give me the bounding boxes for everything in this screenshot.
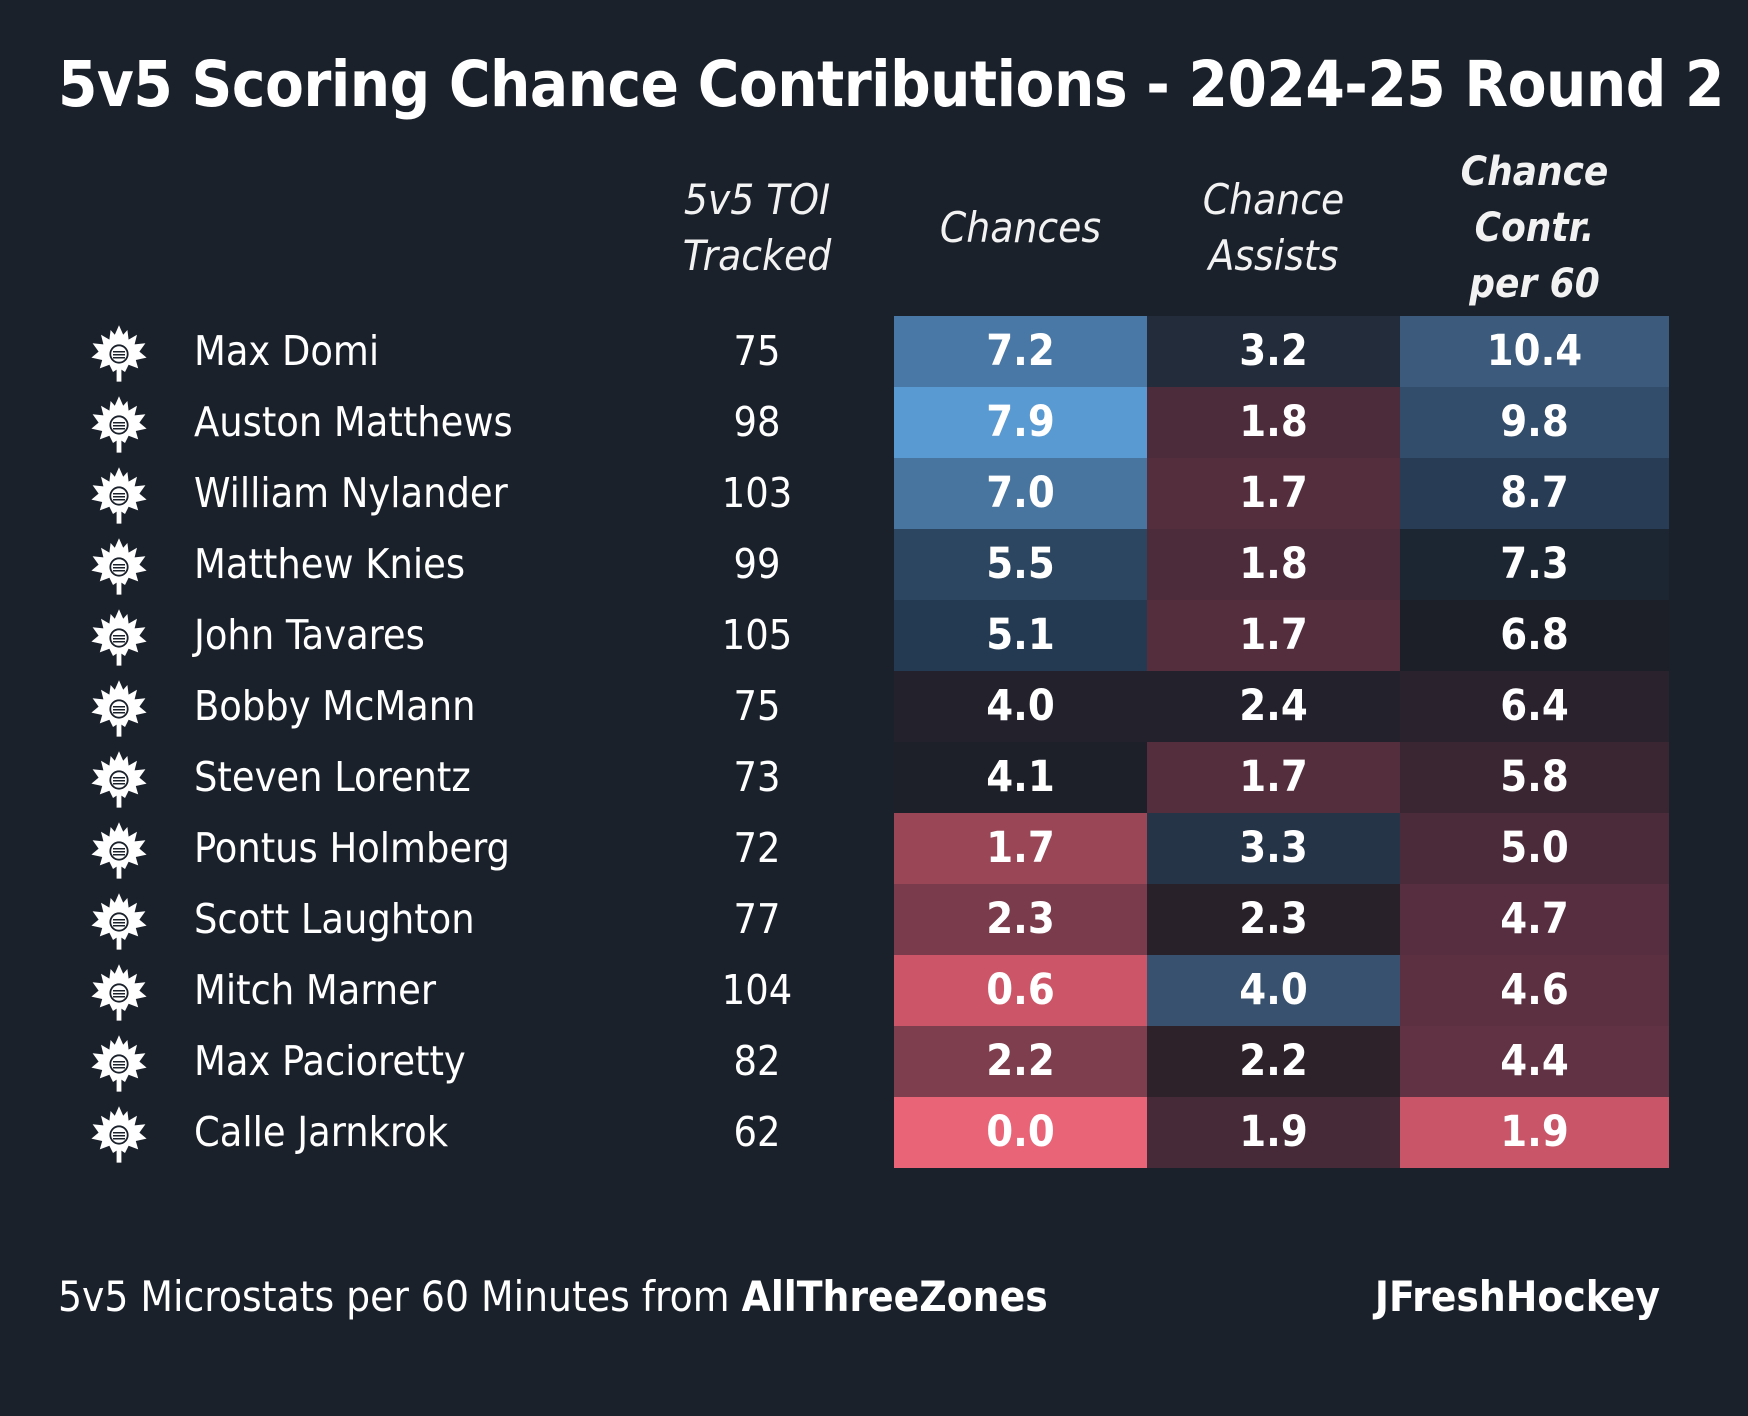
chances-cell: 2.2 [894, 1026, 1147, 1097]
toi-value: 77 [733, 895, 781, 943]
chances-cell: 0.0 [894, 1097, 1147, 1168]
chart-title: 5v5 Scoring Chance Contributions - 2024-… [58, 48, 1724, 121]
header-chance-contr-per-60: Chance Contr. per 60 [1460, 149, 1609, 307]
source-note: 5v5 Microstats per 60 Minutes from AllTh… [58, 1272, 1048, 1321]
player-name: William Nylander [194, 469, 508, 517]
player-name: Bobby McMann [194, 682, 476, 730]
table-row: Max Domi 75 7.2 3.2 10.4 [0, 316, 1748, 387]
chances-cell: 5.1 [894, 600, 1147, 671]
player-name: Steven Lorentz [194, 753, 471, 801]
chances-cell: 0.6 [894, 955, 1147, 1026]
chance-contr-cell: 5.8 [1400, 742, 1669, 813]
table-row: Mitch Marner 104 0.6 4.0 4.6 [0, 955, 1748, 1026]
toi-value: 99 [733, 540, 781, 588]
table-row: Steven Lorentz 73 4.1 1.7 5.8 [0, 742, 1748, 813]
chance-contr-cell: 6.8 [1400, 600, 1669, 671]
chance-contr-cell: 8.7 [1400, 458, 1669, 529]
chances-cell: 7.0 [894, 458, 1147, 529]
toi-value: 105 [721, 611, 793, 659]
maple-leafs-logo-icon [88, 963, 150, 1023]
player-name: Auston Matthews [194, 398, 513, 446]
player-name: Mitch Marner [194, 966, 437, 1014]
chance-contr-cell: 4.6 [1400, 955, 1669, 1026]
table-row: Matthew Knies 99 5.5 1.8 7.3 [0, 529, 1748, 600]
toi-value: 75 [733, 682, 781, 730]
credit: JFreshHockey [1374, 1272, 1660, 1321]
chance-assists-cell: 2.4 [1147, 671, 1400, 742]
chances-cell: 4.1 [894, 742, 1147, 813]
chance-contr-cell: 1.9 [1400, 1097, 1669, 1168]
player-name: Max Pacioretty [194, 1037, 466, 1085]
toi-value: 82 [733, 1037, 781, 1085]
table-row: Calle Jarnkrok 62 0.0 1.9 1.9 [0, 1097, 1748, 1168]
chance-contr-cell: 7.3 [1400, 529, 1669, 600]
table-row: William Nylander 103 7.0 1.7 8.7 [0, 458, 1748, 529]
chance-assists-cell: 3.3 [1147, 813, 1400, 884]
toi-value: 75 [733, 327, 781, 375]
table-row: Max Pacioretty 82 2.2 2.2 4.4 [0, 1026, 1748, 1097]
table-row: Bobby McMann 75 4.0 2.4 6.4 [0, 671, 1748, 742]
player-name: John Tavares [194, 611, 425, 659]
maple-leafs-logo-icon [88, 1034, 150, 1094]
header-chances: Chances [939, 203, 1102, 252]
chance-assists-cell: 3.2 [1147, 316, 1400, 387]
maple-leafs-logo-icon [88, 1105, 150, 1165]
chance-assists-cell: 1.8 [1147, 529, 1400, 600]
chance-contr-cell: 4.4 [1400, 1026, 1669, 1097]
chances-cell: 1.7 [894, 813, 1147, 884]
maple-leafs-logo-icon [88, 608, 150, 668]
chance-assists-cell: 2.3 [1147, 884, 1400, 955]
toi-value: 98 [733, 398, 781, 446]
chances-cell: 4.0 [894, 671, 1147, 742]
table-row: John Tavares 105 5.1 1.7 6.8 [0, 600, 1748, 671]
maple-leafs-logo-icon [88, 395, 150, 455]
chance-contr-cell: 4.7 [1400, 884, 1669, 955]
chances-cell: 7.9 [894, 387, 1147, 458]
chance-assists-cell: 4.0 [1147, 955, 1400, 1026]
maple-leafs-logo-icon [88, 324, 150, 384]
header-chance-assists: Chance Assists [1202, 175, 1345, 280]
maple-leafs-logo-icon [88, 679, 150, 739]
chance-assists-cell: 1.7 [1147, 458, 1400, 529]
chance-assists-cell: 2.2 [1147, 1026, 1400, 1097]
chance-assists-cell: 1.9 [1147, 1097, 1400, 1168]
table-row: Auston Matthews 98 7.9 1.8 9.8 [0, 387, 1748, 458]
maple-leafs-logo-icon [88, 892, 150, 952]
maple-leafs-logo-icon [88, 466, 150, 526]
player-name: Scott Laughton [194, 895, 475, 943]
toi-value: 104 [721, 966, 793, 1014]
player-name: Calle Jarnkrok [194, 1108, 449, 1156]
chances-cell: 2.3 [894, 884, 1147, 955]
table-row: Pontus Holmberg 72 1.7 3.3 5.0 [0, 813, 1748, 884]
data-table: Max Domi 75 7.2 3.2 10.4 Auston Matthews 98 7.9… [0, 316, 1748, 1168]
player-name: Max Domi [194, 327, 380, 375]
chance-contr-cell: 6.4 [1400, 671, 1669, 742]
maple-leafs-logo-icon [88, 537, 150, 597]
player-name: Matthew Knies [194, 540, 466, 588]
maple-leafs-logo-icon [88, 821, 150, 881]
chance-contr-cell: 10.4 [1400, 316, 1669, 387]
chance-assists-cell: 1.8 [1147, 387, 1400, 458]
player-name: Pontus Holmberg [194, 824, 510, 872]
toi-value: 62 [733, 1108, 781, 1156]
chance-contr-cell: 5.0 [1400, 813, 1669, 884]
chances-cell: 5.5 [894, 529, 1147, 600]
chances-cell: 7.2 [894, 316, 1147, 387]
header-toi: 5v5 TOI Tracked [682, 175, 832, 280]
chance-contr-cell: 9.8 [1400, 387, 1669, 458]
chance-assists-cell: 1.7 [1147, 600, 1400, 671]
chance-assists-cell: 1.7 [1147, 742, 1400, 813]
maple-leafs-logo-icon [88, 750, 150, 810]
toi-value: 72 [733, 824, 781, 872]
toi-value: 103 [721, 469, 793, 517]
toi-value: 73 [733, 753, 781, 801]
table-row: Scott Laughton 77 2.3 2.3 4.7 [0, 884, 1748, 955]
